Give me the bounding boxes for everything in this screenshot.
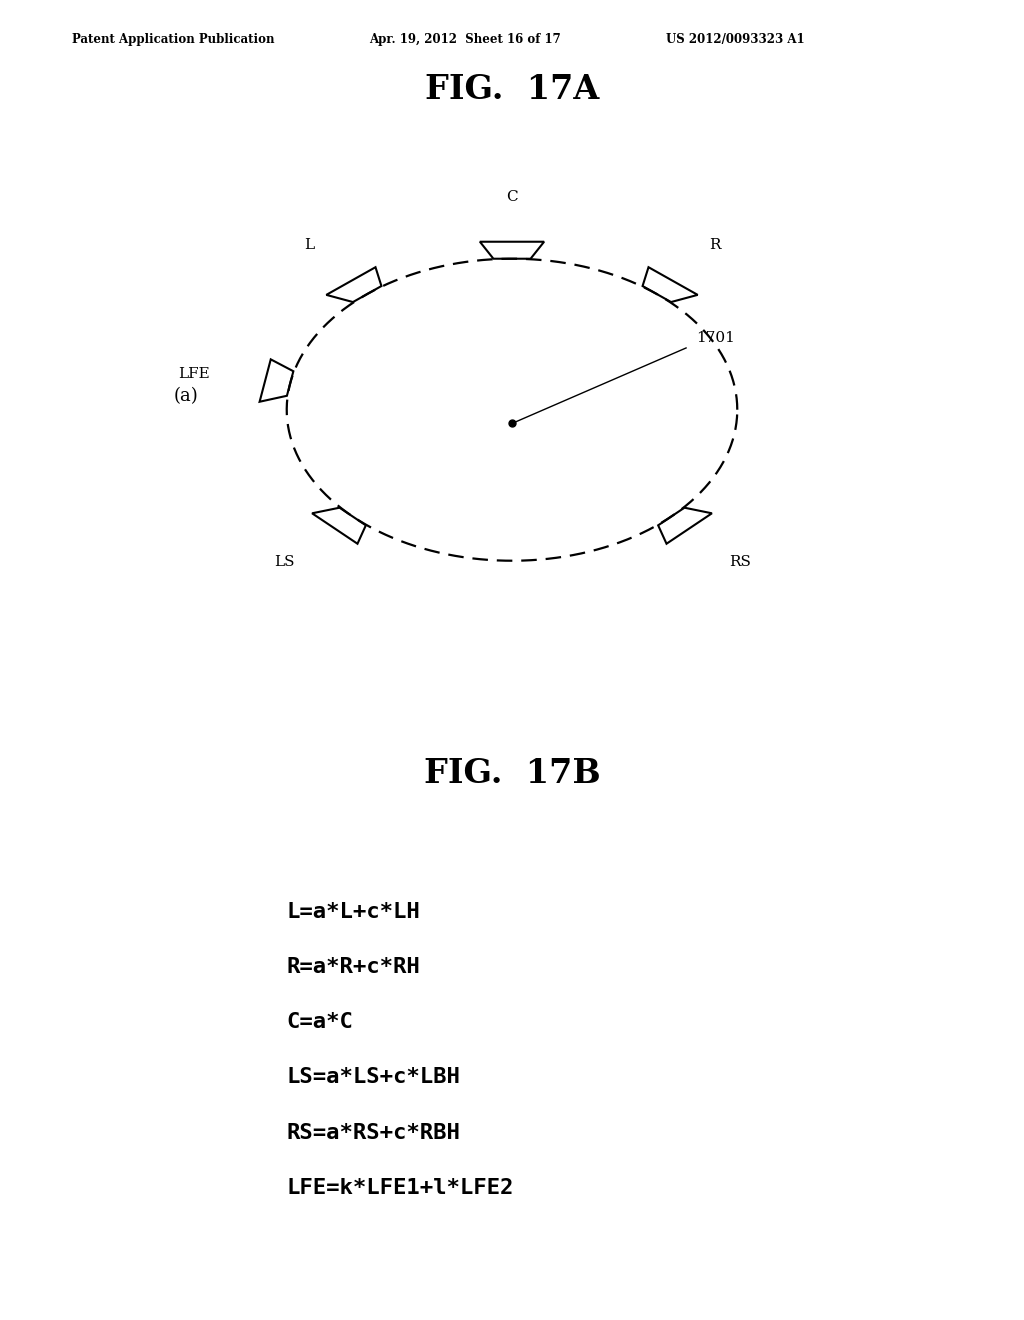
Text: R: R <box>710 238 721 252</box>
Text: Apr. 19, 2012  Sheet 16 of 17: Apr. 19, 2012 Sheet 16 of 17 <box>369 33 560 46</box>
Text: FIG.  17A: FIG. 17A <box>425 74 599 107</box>
Text: US 2012/0093323 A1: US 2012/0093323 A1 <box>666 33 804 46</box>
Text: LS=a*LS+c*LBH: LS=a*LS+c*LBH <box>287 1068 461 1088</box>
Text: C=a*C: C=a*C <box>287 1012 353 1032</box>
Text: LS: LS <box>274 556 295 569</box>
Text: C: C <box>506 190 518 205</box>
Text: R=a*R+c*RH: R=a*R+c*RH <box>287 957 421 977</box>
Text: (a): (a) <box>174 387 199 405</box>
Text: FIG.  17B: FIG. 17B <box>424 756 600 789</box>
Text: LFE: LFE <box>178 367 210 381</box>
Text: Patent Application Publication: Patent Application Publication <box>72 33 274 46</box>
Text: 1701: 1701 <box>696 330 735 345</box>
Text: RS: RS <box>729 556 751 569</box>
Text: L=a*L+c*LH: L=a*L+c*LH <box>287 902 421 921</box>
Text: L: L <box>304 238 314 252</box>
Text: LFE=k*LFE1+l*LFE2: LFE=k*LFE1+l*LFE2 <box>287 1177 514 1197</box>
Text: RS=a*RS+c*RBH: RS=a*RS+c*RBH <box>287 1122 461 1143</box>
